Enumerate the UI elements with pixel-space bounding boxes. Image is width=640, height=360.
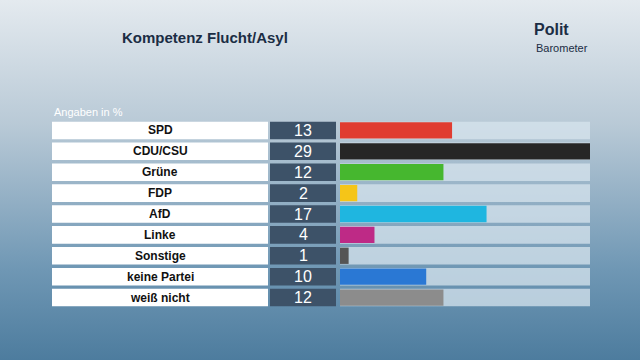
svg-text:Polit: Polit	[534, 21, 569, 38]
svg-text:4: 4	[299, 226, 308, 243]
svg-text:Angaben in %: Angaben in %	[54, 106, 123, 118]
svg-text:1: 1	[299, 247, 308, 264]
svg-text:12: 12	[294, 289, 312, 306]
svg-text:FDP: FDP	[148, 186, 172, 200]
svg-text:29: 29	[294, 143, 312, 160]
svg-text:SPD: SPD	[148, 123, 173, 137]
svg-text:weiß nicht: weiß nicht	[130, 291, 190, 305]
svg-text:keine Partei: keine Partei	[127, 270, 194, 284]
svg-text:13: 13	[294, 122, 312, 139]
svg-text:2: 2	[299, 185, 308, 202]
svg-text:Sonstige: Sonstige	[135, 249, 186, 263]
svg-text:Kompetenz Flucht/Asyl: Kompetenz Flucht/Asyl	[122, 29, 288, 46]
svg-text:AfD: AfD	[149, 207, 171, 221]
svg-text:CDU/CSU: CDU/CSU	[133, 144, 188, 158]
svg-text:Grüne: Grüne	[142, 165, 178, 179]
svg-text:10: 10	[294, 268, 312, 285]
svg-text:12: 12	[294, 164, 312, 181]
svg-text:Linke: Linke	[144, 228, 176, 242]
svg-text:Barometer: Barometer	[536, 42, 588, 54]
svg-text:17: 17	[294, 206, 312, 223]
